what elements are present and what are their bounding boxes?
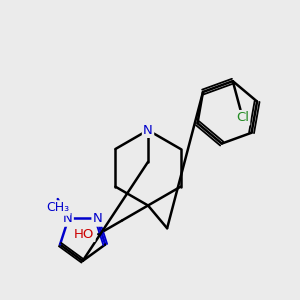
Text: N: N bbox=[93, 212, 103, 225]
Text: CH₃: CH₃ bbox=[46, 202, 69, 214]
Text: HO: HO bbox=[74, 228, 94, 241]
Text: Cl: Cl bbox=[236, 111, 249, 124]
Text: N: N bbox=[63, 212, 73, 225]
Text: N: N bbox=[143, 124, 153, 137]
